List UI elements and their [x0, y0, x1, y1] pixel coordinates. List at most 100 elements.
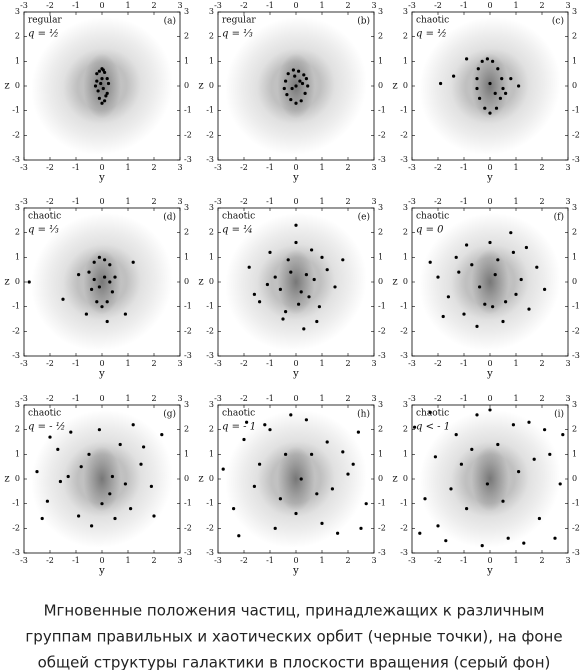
- x-tick-label: -1: [72, 1, 80, 10]
- y-tick-label: -2: [572, 523, 580, 532]
- data-point: [478, 96, 482, 100]
- y-tick-label: -1: [400, 302, 408, 311]
- data-point: [452, 74, 456, 78]
- y-tick-label: 1: [15, 56, 20, 65]
- data-point: [475, 413, 479, 417]
- y-tick-label: -2: [12, 130, 20, 139]
- x-tick-label: -1: [266, 359, 274, 368]
- data-point: [475, 324, 479, 328]
- data-point: [494, 106, 499, 110]
- y-tick-label: -2: [184, 523, 192, 532]
- x-tick-label: 2: [345, 556, 350, 565]
- x-tick-label: -3: [20, 197, 28, 206]
- x-tick-label: 0: [99, 394, 104, 403]
- y-tick-label: 1: [572, 449, 577, 458]
- y-axis-label: z: [392, 277, 397, 288]
- data-point: [307, 295, 311, 299]
- y-tick-label: -2: [572, 326, 580, 335]
- x-tick-label: -1: [266, 394, 274, 403]
- data-point: [517, 84, 521, 88]
- x-tick-label: 1: [125, 197, 130, 206]
- y-tick-label: 0: [403, 474, 408, 483]
- x-tick-label: -1: [460, 359, 468, 368]
- x-tick-label: 3: [371, 359, 376, 368]
- y-tick-label: -1: [572, 302, 580, 311]
- data-point: [294, 101, 298, 105]
- data-point: [509, 231, 513, 235]
- x-axis-label: y: [486, 173, 493, 184]
- y-tick-label: -2: [400, 326, 408, 335]
- x-tick-label: -2: [434, 359, 442, 368]
- data-point: [500, 77, 504, 81]
- data-point: [131, 423, 135, 427]
- y-tick-label: -1: [378, 302, 386, 311]
- data-point: [103, 99, 107, 103]
- x-tick-label: -3: [214, 197, 222, 206]
- x-tick-label: -2: [46, 197, 54, 206]
- y-axis-label: z: [198, 474, 203, 485]
- y-tick-label: 2: [403, 425, 408, 434]
- data-point: [478, 285, 482, 289]
- data-point: [325, 268, 329, 272]
- data-point: [465, 57, 469, 61]
- data-point: [439, 81, 443, 86]
- q-label: q = ⅓: [222, 29, 253, 40]
- x-tick-label: 2: [151, 1, 156, 10]
- y-tick-label: -1: [184, 499, 192, 508]
- y-tick-label: 0: [572, 474, 577, 483]
- y-tick-label: -2: [206, 130, 214, 139]
- data-point: [320, 521, 324, 526]
- data-point: [298, 79, 302, 83]
- x-tick-label: -2: [46, 163, 54, 172]
- data-point: [100, 502, 104, 506]
- data-point: [101, 86, 105, 91]
- x-tick-label: -3: [214, 163, 222, 172]
- y-tick-label: 0: [15, 277, 20, 286]
- data-point: [291, 68, 295, 72]
- data-point: [548, 452, 552, 456]
- data-point: [496, 258, 500, 262]
- y-tick-label: 3: [15, 7, 20, 16]
- x-tick-label: 1: [125, 556, 130, 565]
- data-point: [93, 84, 98, 88]
- y-tick-label: 3: [403, 203, 408, 212]
- data-point: [524, 245, 529, 250]
- y-tick-label: 2: [572, 32, 577, 41]
- y-tick-label: 1: [378, 56, 383, 65]
- data-point: [485, 57, 489, 61]
- y-tick-label: -2: [378, 130, 386, 139]
- data-point: [299, 290, 303, 294]
- x-tick-label: 3: [177, 197, 182, 206]
- data-point: [48, 435, 52, 439]
- orbit-label: chaotic: [416, 212, 449, 222]
- data-point: [299, 477, 303, 481]
- data-point: [263, 423, 267, 427]
- data-point: [310, 452, 314, 456]
- y-tick-label: 3: [209, 7, 214, 16]
- y-tick-label: -2: [206, 523, 214, 532]
- y-tick-label: 1: [184, 449, 189, 458]
- background: [412, 405, 568, 553]
- data-point: [101, 68, 105, 72]
- data-point: [284, 79, 288, 83]
- data-point: [66, 474, 70, 479]
- x-tick-label: -1: [460, 394, 468, 403]
- x-tick-label: 1: [319, 359, 324, 368]
- x-tick-label: 1: [319, 1, 324, 10]
- y-tick-label: 0: [209, 474, 214, 483]
- x-tick-label: -3: [408, 359, 416, 368]
- x-tick-label: 3: [565, 394, 570, 403]
- galaxy-bar: [83, 446, 121, 512]
- q-label: q = - ½: [28, 422, 65, 433]
- data-point: [351, 462, 355, 466]
- y-tick-label: 0: [209, 277, 214, 286]
- x-axis-label: y: [292, 173, 299, 184]
- x-tick-label: 2: [345, 163, 350, 172]
- data-point: [123, 312, 127, 316]
- data-point: [483, 302, 487, 306]
- y-tick-label: 3: [572, 203, 577, 212]
- y-tick-label: 2: [378, 425, 383, 434]
- y-tick-label: 1: [403, 449, 408, 458]
- y-tick-label: 0: [572, 277, 577, 286]
